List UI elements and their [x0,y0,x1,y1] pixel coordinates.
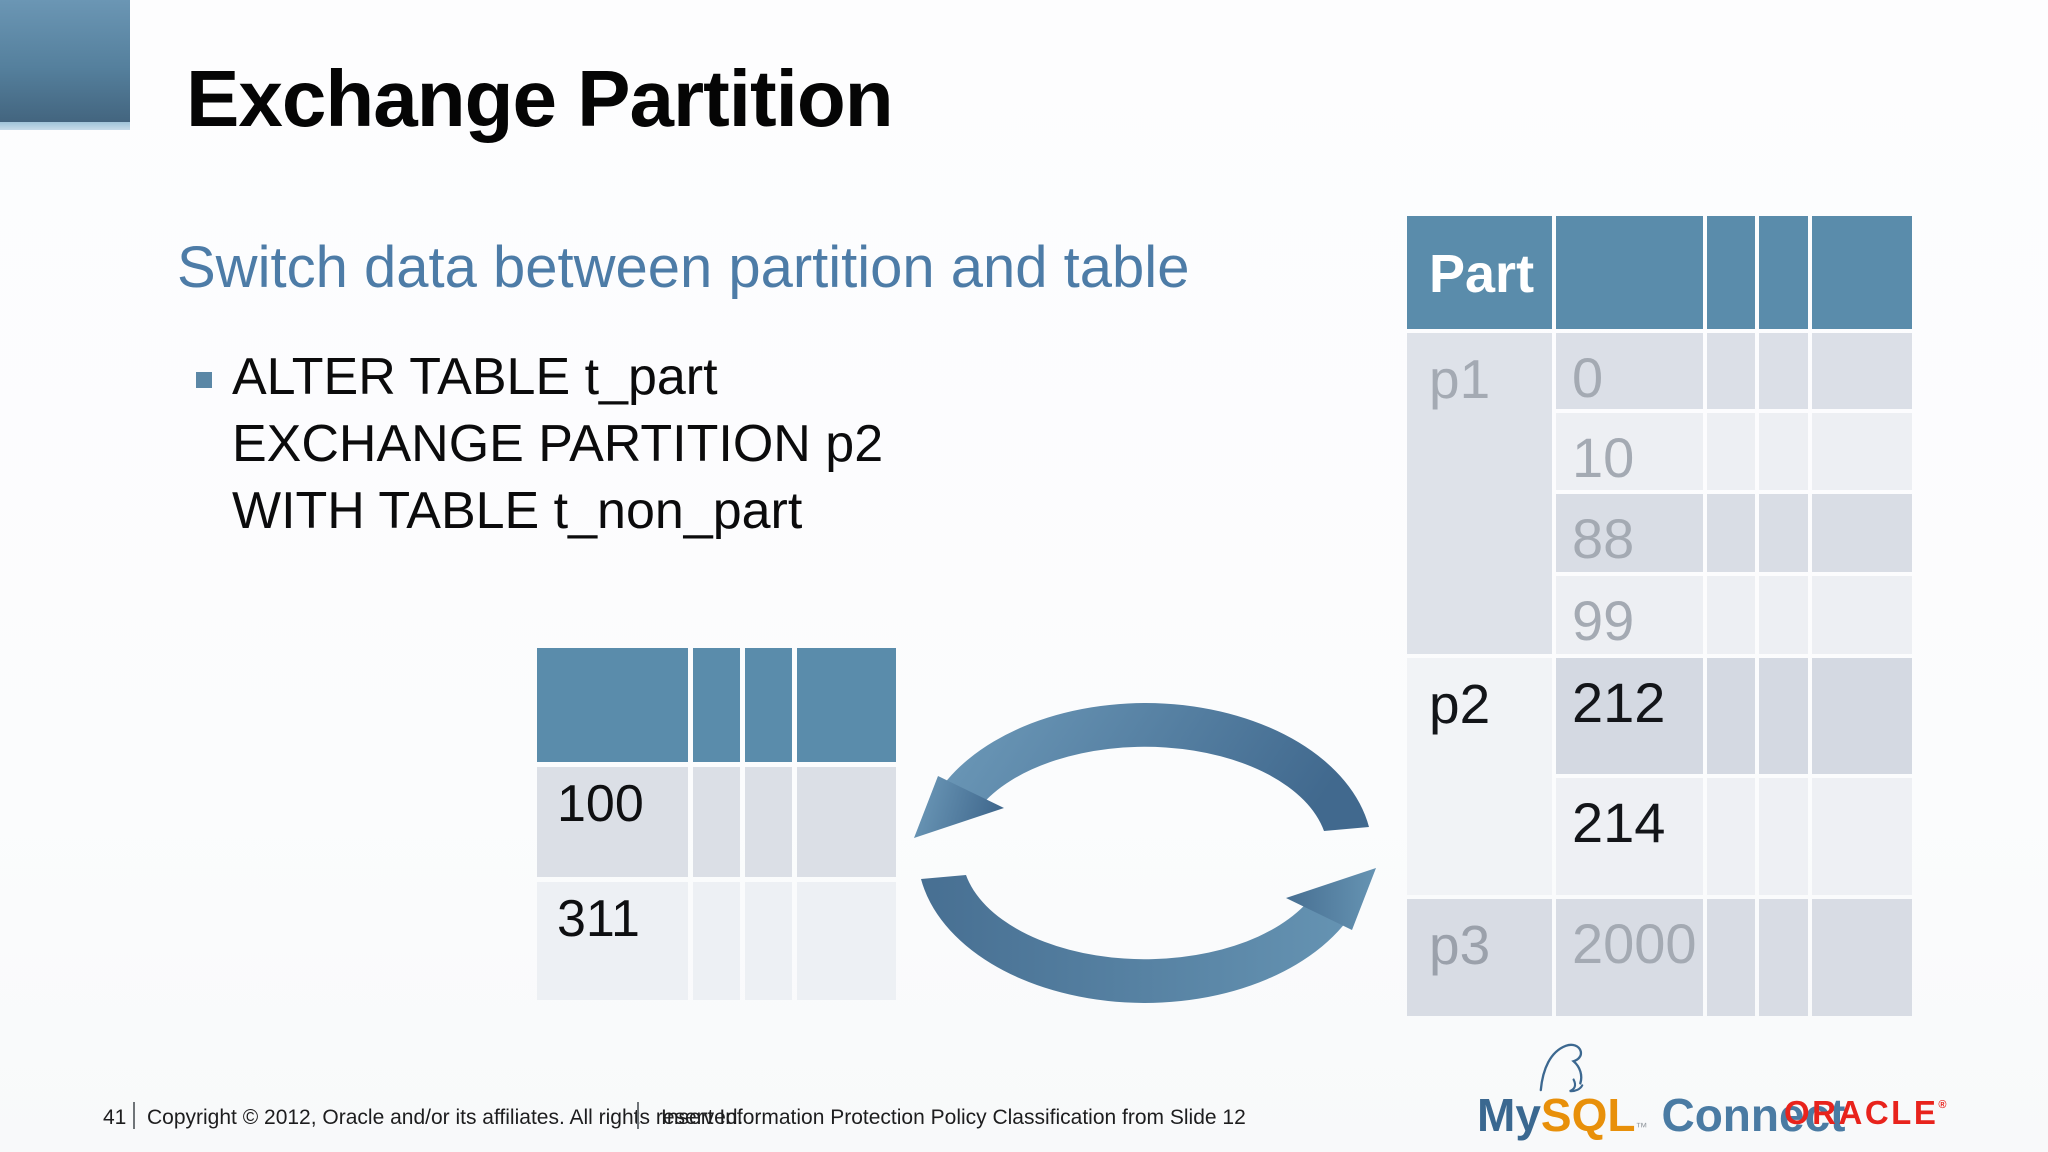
left-table-header-cell [537,648,688,762]
value-cell-99: 99 [1556,576,1703,654]
table-cell [693,767,740,877]
mysql-connect-logo: MySQL™ Connect [1477,1088,1845,1142]
table-cell [1812,576,1912,654]
sql-line-1: ALTER TABLE t_part [232,348,718,406]
partition-cell-p2: p2 [1407,658,1552,895]
oracle-logo: ORACLE® [1784,1094,1946,1132]
left-table-header-cell [693,648,740,762]
partition-cell-p3: p3 [1407,899,1552,1016]
table-cell [1707,413,1755,490]
table-header-cell [1812,216,1912,329]
mysql-logo-sql: SQL [1540,1089,1636,1141]
sql-line-3: WITH TABLE t_non_part [232,482,803,540]
table-cell [1707,494,1755,572]
table-cell [1759,333,1808,409]
table-cell [1812,658,1912,774]
table-cell [745,882,792,1000]
table-cell [1759,899,1808,1016]
table-header-cell [1707,216,1755,329]
table-cell [1759,658,1808,774]
table-cell [1759,576,1808,654]
sql-statement: ALTER TABLE t_part EXCHANGE PARTITION p2… [232,344,883,545]
sql-line-2: EXCHANGE PARTITION p2 [232,415,884,473]
table-cell [745,767,792,877]
table-cell [797,882,896,1000]
table-cell [1707,576,1755,654]
value-cell-214: 214 [1556,778,1703,895]
table-cell [1707,658,1755,774]
table-cell [1759,413,1808,490]
oracle-logo-text: ORACLE [1784,1094,1939,1131]
table-cell [1812,899,1912,1016]
footer-classification: Insert Information Protection Policy Cla… [661,1106,1246,1129]
left-table-header-cell [797,648,896,762]
value-cell-10: 10 [1556,413,1703,490]
page-number: 41 [103,1106,127,1129]
partitioned-table: Part p1 0 10 88 99 p2 212 214 p3 2000 [1407,216,1912,1016]
table-cell [1812,413,1912,490]
mysql-logo-connect: Connect [1661,1089,1846,1141]
value-cell-212: 212 [1556,658,1703,774]
table-cell [1707,899,1755,1016]
table-header-cell [1759,216,1808,329]
table-cell [1812,333,1912,409]
corner-accent-strip [0,122,130,130]
table-cell [1707,778,1755,895]
table-cell [797,767,896,877]
mysql-logo-my: My [1477,1089,1541,1141]
part-column-header: Part [1407,216,1552,329]
table-cell [1707,333,1755,409]
left-table-value-311: 311 [537,882,688,1000]
value-cell-0: 0 [1556,333,1703,409]
table-cell [1812,778,1912,895]
non-partitioned-table: 100 311 [537,648,896,1000]
mysql-dolphin-icon [1539,1043,1584,1093]
left-table-header-cell [745,648,792,762]
page-title: Exchange Partition [186,54,894,143]
value-cell-88: 88 [1556,494,1703,572]
trademark-symbol: ™ [1635,1120,1648,1134]
exchange-arrows-icon [914,703,1376,1003]
footer-separator [133,1102,135,1129]
footer-copyright: Copyright © 2012, Oracle and/or its affi… [147,1106,744,1129]
registered-symbol: ® [1938,1099,1947,1111]
footer-separator [637,1102,639,1129]
table-cell [693,882,740,1000]
value-cell-2000: 2000 [1556,899,1703,1016]
bullet-marker [196,372,212,388]
table-cell [1812,494,1912,572]
corner-accent [0,0,130,122]
partition-cell-p1: p1 [1407,333,1552,654]
table-cell [1759,494,1808,572]
left-table-value-100: 100 [537,767,688,877]
table-cell [1759,778,1808,895]
slide-subtitle: Switch data between partition and table [177,235,1190,300]
table-header-cell [1556,216,1703,329]
